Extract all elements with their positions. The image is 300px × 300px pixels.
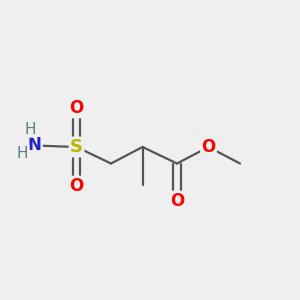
Text: H: H (17, 146, 28, 160)
Text: O: O (201, 138, 216, 156)
Text: S: S (70, 138, 83, 156)
Text: H: H (24, 122, 36, 136)
Text: O: O (69, 99, 84, 117)
Text: O: O (69, 177, 84, 195)
Text: N: N (28, 136, 41, 154)
Text: O: O (170, 192, 184, 210)
